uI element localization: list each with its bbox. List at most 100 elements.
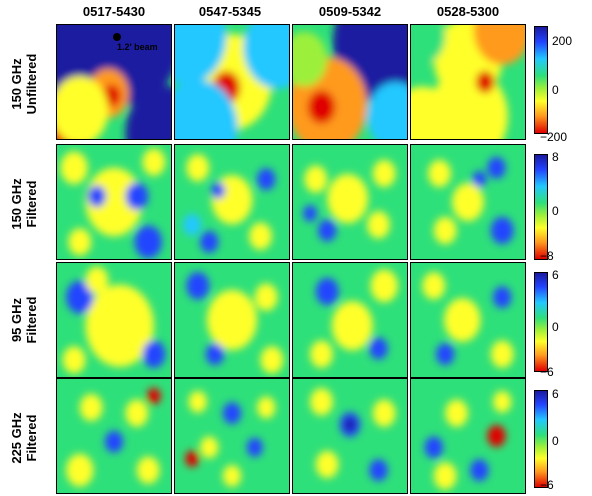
row-label-1: 150 GHz Unfiltered [2,26,46,142]
map-blob [206,289,258,351]
map-image-r1-c3 [293,25,407,139]
map-blob [182,213,202,236]
map-blob [452,182,484,222]
map-blob [186,272,210,300]
map-blob [422,272,446,300]
colorbar-3-tick-max: 6 [552,268,559,282]
colorbar-3 [534,272,548,372]
beam-marker-dot [113,33,121,41]
map-panel-r4-c1 [56,378,172,494]
map-blob [205,343,225,366]
map-blob [424,436,443,459]
map-blob [444,298,481,342]
map-blob [490,340,514,368]
row-label-1-freq: 150 GHz [9,58,24,110]
map-blob [472,170,487,188]
colorbar-2-tick-min: −8 [540,249,554,263]
map-blob [370,269,398,303]
row-label-1-type: Unfiltered [24,53,39,115]
map-blob [142,340,166,368]
map-blob [200,230,219,253]
colorbar-4 [534,390,548,488]
column-title-3: 0509-5342 [318,4,382,19]
column-title-2: 0547-5345 [198,4,262,19]
map-blob [85,266,109,294]
map-blob [315,277,339,306]
map-blob [125,399,149,427]
map-blob [104,430,124,453]
map-panel-r4-c4 [410,378,526,494]
map-panel-r4-c3 [292,378,408,494]
map-image-r1-c2 [175,25,289,139]
map-blob [303,205,317,222]
map-blob [68,228,92,256]
map-blob [436,343,455,366]
map-image-r3-c1 [57,263,171,377]
row-label-4-type: Filtered [24,414,39,462]
map-blob [66,280,94,314]
map-blob [310,340,333,368]
map-image-r3-c4 [411,263,525,377]
map-blob [445,399,468,427]
map-blob [304,165,328,193]
map-panel-r1-c1 [56,24,172,140]
map-blob [473,25,525,65]
map-blob [175,79,238,139]
map-blob [344,417,356,432]
map-blob [315,450,339,479]
map-image-r1-c1 [57,25,171,139]
map-panel-r1-c4 [410,24,526,140]
map-blob [257,396,276,419]
map-panel-r4-c2 [174,378,290,494]
map-blob [433,216,457,245]
map-blob [211,182,226,199]
map-blob [487,425,506,447]
map-panel-r1-c3 [292,24,408,140]
map-blob [222,464,242,487]
colorbar-1-tick-zero: 0 [552,83,559,97]
map-image-r4-c4 [411,379,525,493]
map-blob [125,182,149,210]
map-blob [175,25,227,85]
map-blob [310,388,333,416]
map-blob [147,387,161,405]
map-panel-r2-c3 [292,144,408,260]
map-blob [246,437,263,457]
map-blob [307,90,336,124]
colorbar-4-tick-max: 6 [552,387,559,401]
map-blob [142,148,166,176]
map-blob [87,185,107,208]
row-label-3-freq: 95 GHz [9,297,24,343]
map-blob [493,390,512,413]
map-blob [188,390,207,413]
row-label-4-freq: 225 GHz [9,412,24,464]
row-label-2-freq: 150 GHz [9,178,24,230]
map-panel-r3-c1 [56,262,172,378]
map-panel-r2-c1 [56,144,172,260]
map-panel-r2-c4 [410,144,526,260]
colorbar-1-tick-max: 200 [552,34,573,48]
map-blob [200,436,219,459]
colorbar-2 [534,154,548,260]
map-blob [85,167,143,237]
map-blob [60,151,88,185]
map-blob [57,76,109,139]
row-label-2-type: Filtered [24,180,39,228]
row-label-3-type: Filtered [24,296,39,344]
colorbar-1-tick-min: −200 [540,130,568,144]
colorbar-2-tick-zero: 0 [552,204,559,218]
map-panel-r2-c2 [174,144,290,260]
row-label-2: 150 GHz Filtered [2,146,46,262]
map-blob [243,25,289,89]
map-blob [125,85,171,139]
colorbar-2-tick-max: 8 [552,150,559,164]
beam-label: 1.2′ beam [117,42,158,52]
map-blob [411,86,457,139]
map-blob [257,168,276,191]
map-panel-r3-c2 [174,262,290,378]
colorbar-4-tick-min: −6 [540,478,554,492]
map-blob [372,399,396,427]
map-blob [372,159,396,188]
map-blob [369,459,388,482]
map-blob [222,402,242,425]
